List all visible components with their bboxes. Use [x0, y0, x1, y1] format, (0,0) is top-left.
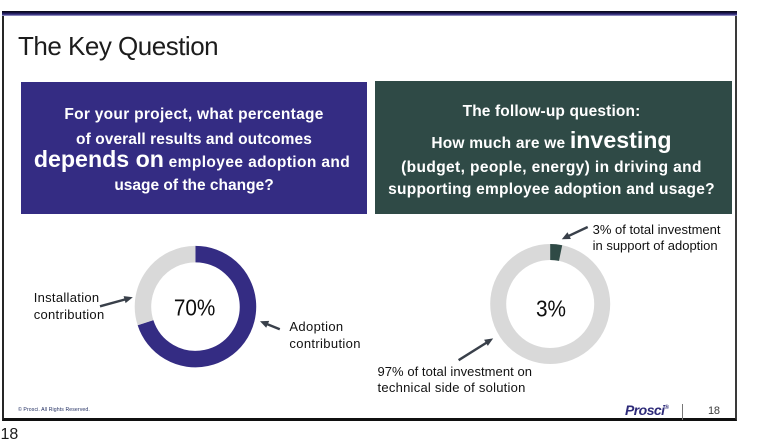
svg-text:70%: 70% — [174, 295, 216, 321]
svg-text:3%: 3% — [536, 296, 566, 322]
